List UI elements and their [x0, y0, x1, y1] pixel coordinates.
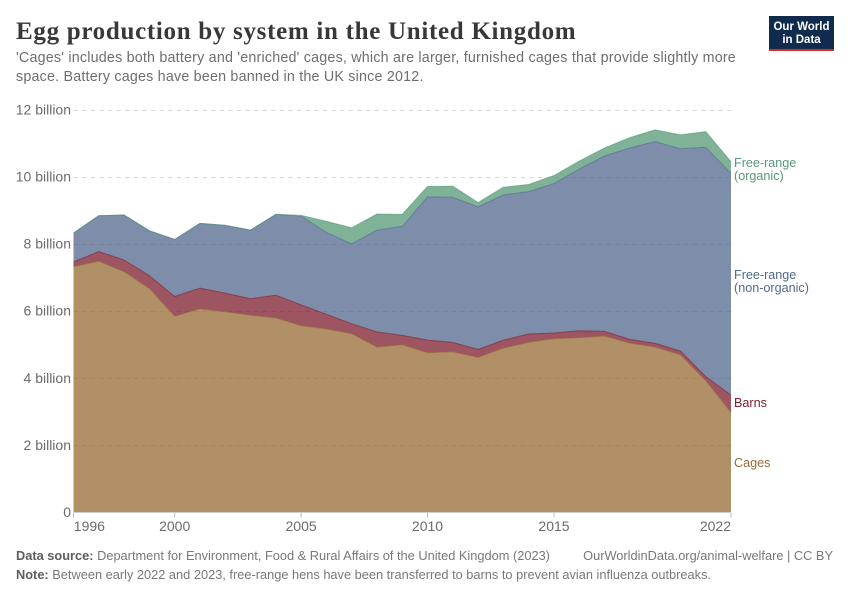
- svg-text:2022: 2022: [700, 518, 731, 534]
- svg-text:2 billion: 2 billion: [24, 437, 71, 453]
- svg-text:2015: 2015: [538, 518, 569, 534]
- svg-text:8 billion: 8 billion: [24, 236, 71, 252]
- svg-text:2005: 2005: [286, 518, 317, 534]
- svg-text:2000: 2000: [159, 518, 190, 534]
- svg-text:10 billion: 10 billion: [16, 169, 71, 185]
- svg-text:6 billion: 6 billion: [24, 303, 71, 319]
- svg-text:2010: 2010: [412, 518, 443, 534]
- svg-text:0: 0: [63, 504, 71, 520]
- svg-text:1996: 1996: [74, 518, 105, 534]
- svg-text:12 billion: 12 billion: [16, 102, 71, 118]
- svg-text:4 billion: 4 billion: [24, 370, 71, 386]
